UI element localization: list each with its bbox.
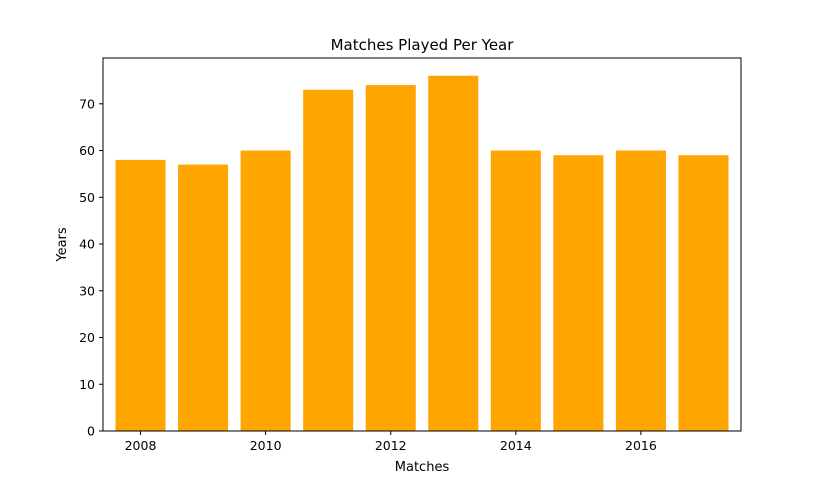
x-tick-label: 2016 (625, 438, 657, 453)
bar-2015 (553, 155, 604, 431)
y-tick-label: 0 (87, 424, 95, 439)
y-tick-label: 30 (79, 283, 95, 298)
bar-2013 (428, 75, 479, 431)
bar-2008 (115, 159, 166, 431)
x-tick-label: 2008 (125, 438, 157, 453)
x-tick-label: 2012 (375, 438, 407, 453)
y-tick-label: 40 (79, 237, 95, 252)
x-axis-label: Matches (395, 460, 450, 475)
bar-2012 (365, 85, 416, 431)
y-tick-label: 10 (79, 377, 95, 392)
bar-2016 (615, 150, 666, 431)
y-tick-label: 50 (79, 190, 95, 205)
chart-title: Matches Played Per Year (331, 36, 515, 54)
y-tick-label: 20 (79, 330, 95, 345)
x-tick-label: 2010 (250, 438, 282, 453)
y-tick-label: 70 (79, 96, 95, 111)
bar-2010 (240, 150, 291, 431)
x-tick-label: 2014 (500, 438, 532, 453)
bar-2014 (490, 150, 541, 431)
x-axis: 2008 2010 2012 2014 2016 (125, 431, 657, 453)
bar-2011 (303, 89, 354, 432)
bars-group (115, 75, 729, 432)
bar-2017 (678, 155, 729, 431)
y-axis-label: Years (55, 227, 70, 263)
y-axis: 0 10 20 30 40 50 60 70 (79, 96, 103, 439)
y-tick-label: 60 (79, 143, 95, 158)
bar-2009 (178, 164, 229, 432)
